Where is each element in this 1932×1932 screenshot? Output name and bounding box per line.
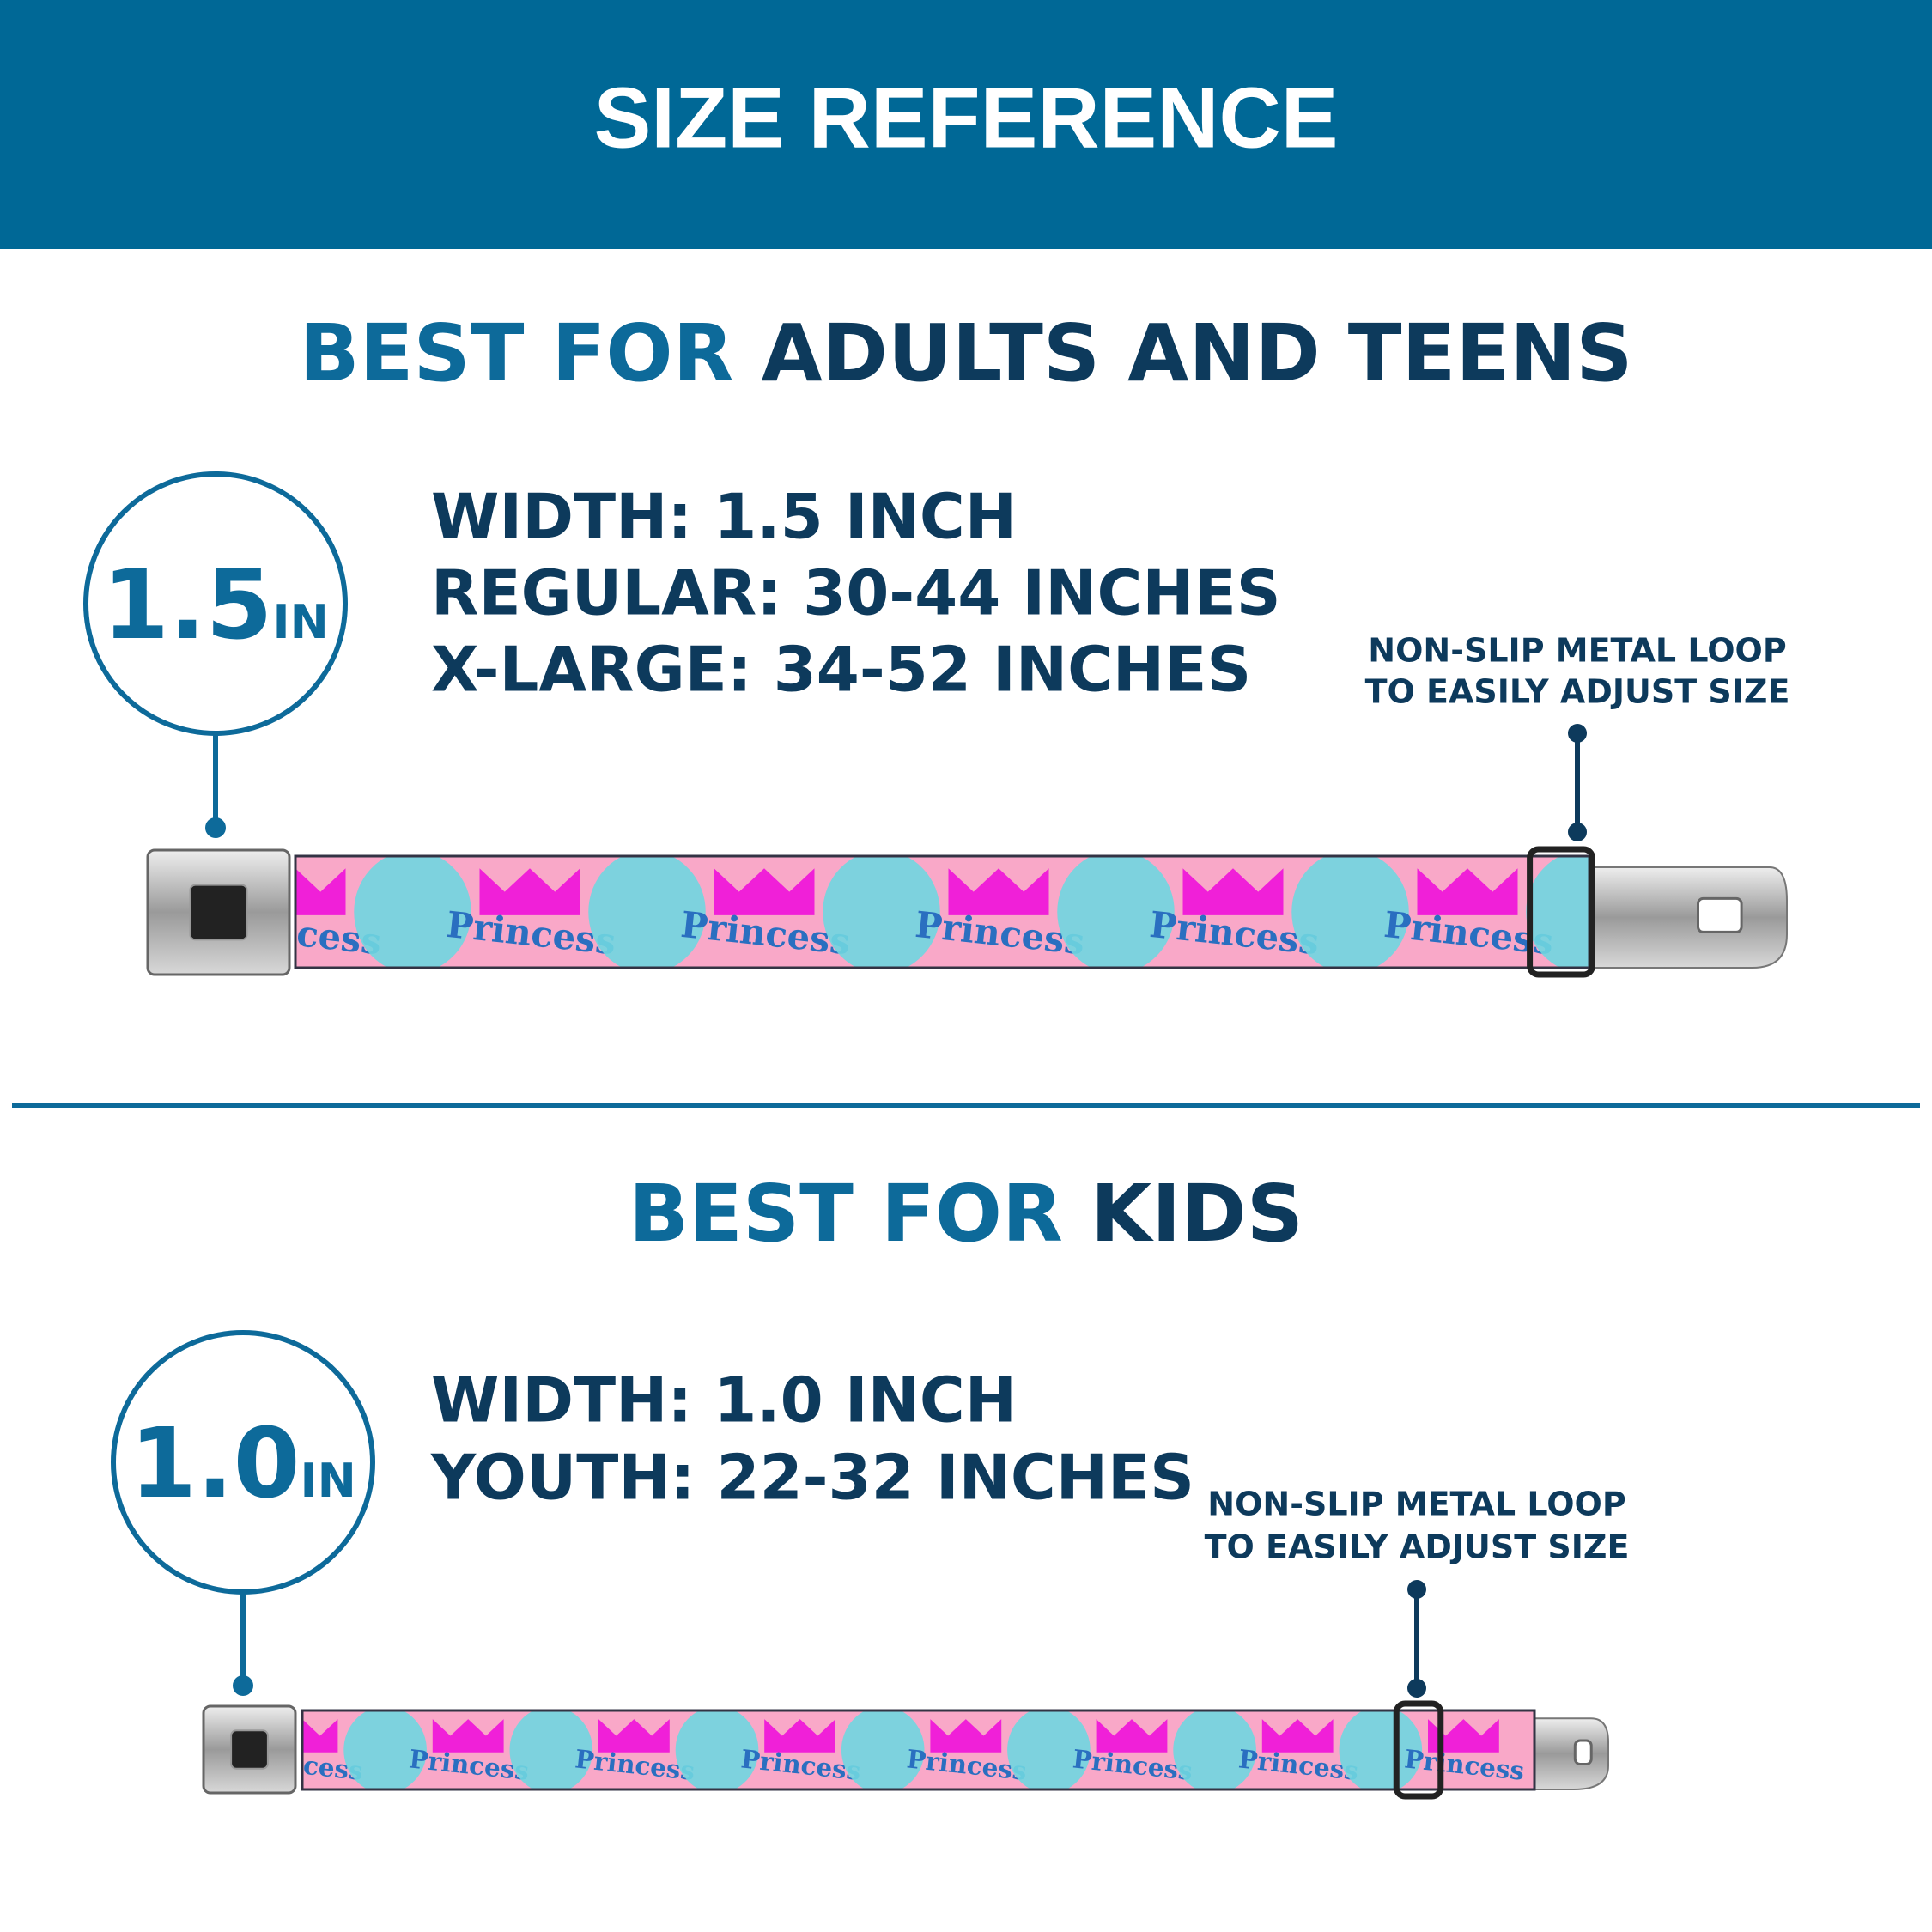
spec-line: YOUTH: 22-32 INCHES xyxy=(430,1442,1194,1514)
belt-tip xyxy=(1516,1717,1609,1790)
strap: Princess Princess Princess Princess Princess… xyxy=(295,856,1589,968)
adjuster-loop xyxy=(1527,846,1595,978)
section: BEST FOR KIDS 1.0IN WIDTH: 1.0 INCHYOUTH: … xyxy=(111,1168,1630,1800)
crown xyxy=(1417,868,1518,915)
header-bar xyxy=(0,0,1932,249)
swirl xyxy=(1173,1710,1256,1789)
swirl xyxy=(588,856,706,968)
crown xyxy=(432,1719,504,1753)
swirl xyxy=(343,1710,427,1789)
swirl xyxy=(1291,856,1409,968)
belt: Princess Princess Princess Princess Princess… xyxy=(146,846,1788,978)
spec-line: X-LARGE: 34-52 INCHES xyxy=(431,634,1251,706)
heading-prefix: BEST FOR xyxy=(300,307,734,399)
stem-dot xyxy=(205,817,226,838)
swirl xyxy=(1007,1710,1091,1789)
crown xyxy=(1096,1719,1168,1753)
pin-dot xyxy=(1407,1580,1426,1599)
crown xyxy=(1428,1719,1499,1753)
badge-text: 1.5IN xyxy=(102,550,329,661)
crown xyxy=(764,1719,835,1753)
heading-main: ADULTS AND TEENS xyxy=(761,307,1632,399)
crown xyxy=(930,1719,1002,1753)
crown xyxy=(948,868,1049,915)
section-heading: BEST FOR ADULTS AND TEENS xyxy=(300,307,1633,399)
swirl xyxy=(1057,856,1175,968)
crown xyxy=(714,868,815,915)
tip-hole xyxy=(1573,1739,1593,1766)
crown xyxy=(1182,868,1284,915)
pin-dot xyxy=(1568,724,1587,743)
buckle-logo xyxy=(189,884,248,941)
callout-line: TO EASILY ADJUST SIZE xyxy=(1365,673,1790,711)
crown xyxy=(479,868,580,915)
buckle-logo xyxy=(230,1729,269,1770)
belt-tip xyxy=(1571,866,1788,969)
pin-dot xyxy=(1407,1679,1426,1698)
strap: Princess Princess Princess Princess Princess… xyxy=(302,1710,1534,1789)
crown xyxy=(1261,1719,1334,1753)
crown xyxy=(295,868,346,915)
adjuster-loop xyxy=(1393,1700,1444,1800)
swirl xyxy=(1526,856,1589,968)
spec-line: WIDTH: 1.0 INCH xyxy=(431,1364,1017,1437)
badge-unit: IN xyxy=(301,1454,356,1508)
swirl xyxy=(823,856,940,968)
belt: Princess Princess Princess Princess Princess… xyxy=(202,1700,1609,1800)
heading-prefix: BEST FOR xyxy=(629,1168,1063,1260)
swirl xyxy=(675,1710,759,1789)
heading-main: KIDS xyxy=(1091,1168,1303,1260)
badge-number: 1.5 xyxy=(102,550,272,661)
strap-edge xyxy=(301,1709,1536,1791)
callout-line: TO EASILY ADJUST SIZE xyxy=(1205,1528,1630,1566)
tip-hole xyxy=(1697,896,1743,933)
header-title: SIZE REFERENCE xyxy=(594,70,1339,166)
swirl xyxy=(1339,1710,1423,1789)
crown xyxy=(598,1719,670,1753)
section-heading: BEST FOR KIDS xyxy=(629,1168,1303,1260)
pin-dot xyxy=(1568,823,1587,841)
badge-unit: IN xyxy=(273,595,329,649)
badge-text: 1.0IN xyxy=(130,1408,356,1520)
badge-number: 1.0 xyxy=(130,1408,300,1520)
section: BEST FOR ADULTS AND TEENS 1.5IN WIDTH: 1.5… xyxy=(83,307,1790,978)
spec-line: REGULAR: 30-44 INCHES xyxy=(431,557,1281,629)
crown xyxy=(302,1719,338,1753)
swirl xyxy=(354,856,471,968)
swirl xyxy=(841,1710,925,1789)
stem-dot xyxy=(233,1675,253,1696)
swirl xyxy=(509,1710,593,1789)
callout-line: NON-SLIP METAL LOOP xyxy=(1207,1485,1625,1523)
spec-line: WIDTH: 1.5 INCH xyxy=(431,481,1017,553)
callout-line: NON-SLIP METAL LOOP xyxy=(1368,632,1786,670)
